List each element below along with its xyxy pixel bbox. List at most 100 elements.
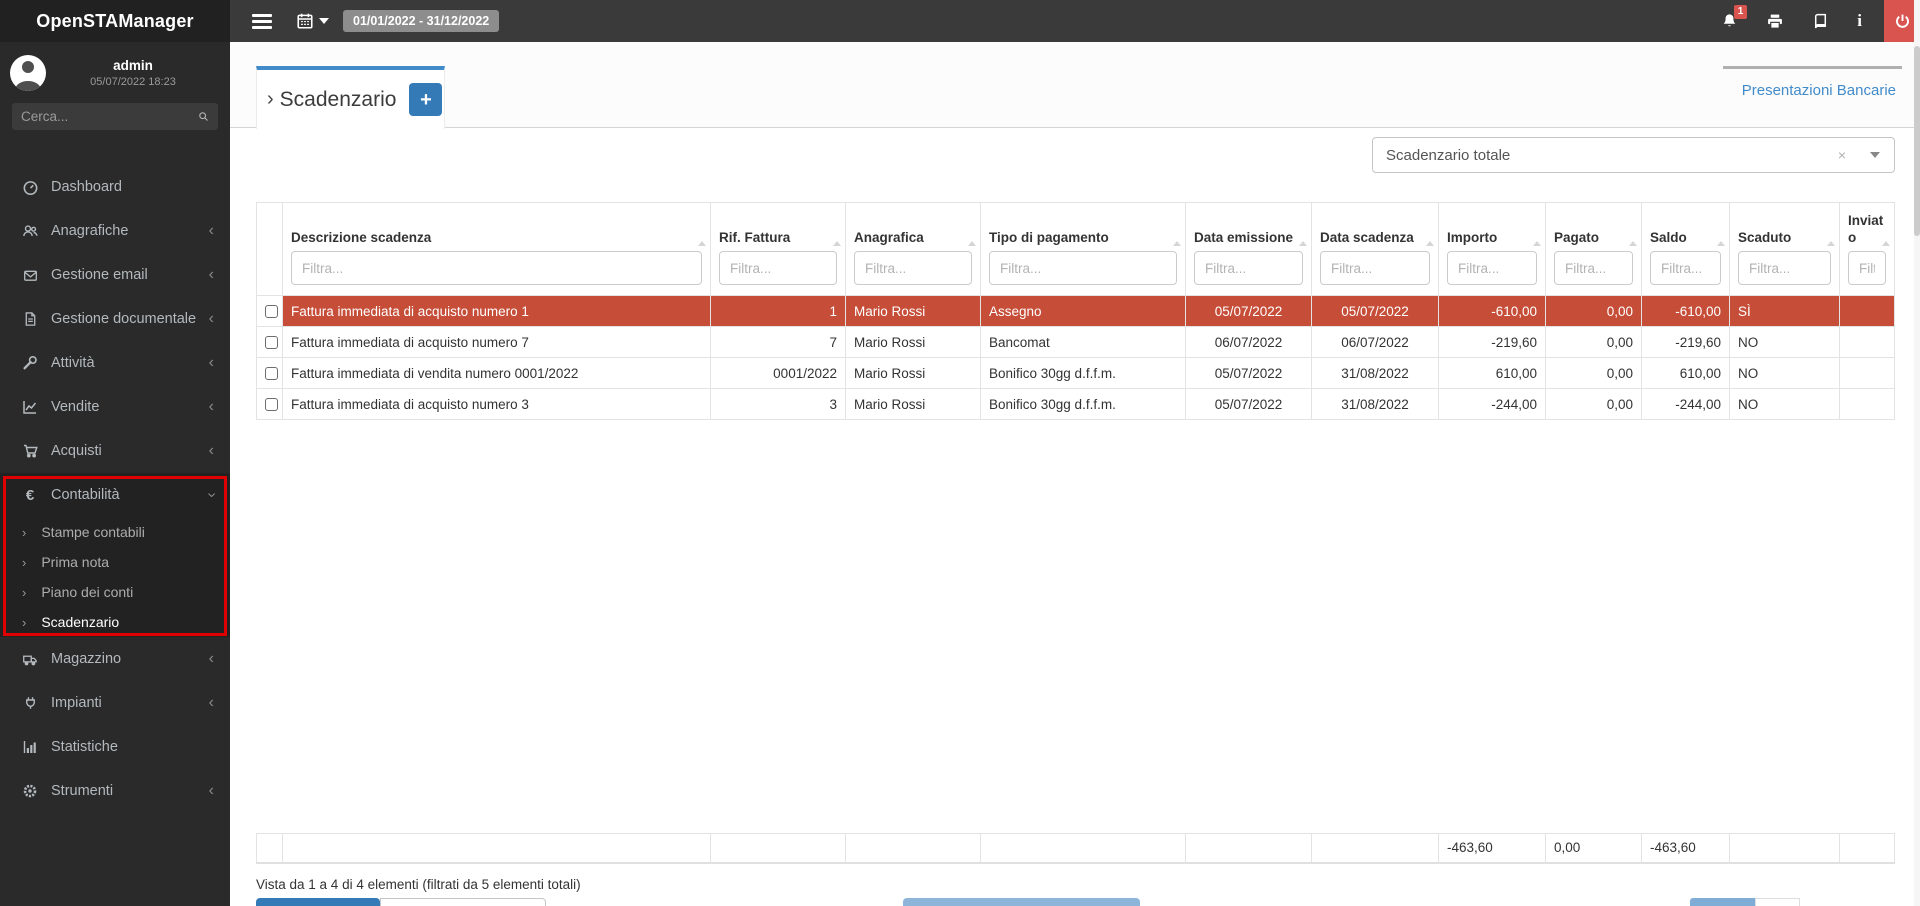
pagination-next-page[interactable] (1755, 898, 1800, 906)
sidebar-item-gestione-documentale[interactable]: Gestione documentale ‹ (0, 297, 230, 341)
sidebar-item-acquisti[interactable]: Acquisti ‹ (0, 429, 230, 473)
col-saldo[interactable]: Saldo (1641, 202, 1730, 296)
col-descrizione-scadenza[interactable]: Descrizione scadenza (282, 202, 711, 296)
sort-icon[interactable] (968, 241, 976, 246)
filter-input-pagato[interactable] (1554, 251, 1633, 285)
sort-icon[interactable] (1533, 241, 1541, 246)
col-rif-fattura[interactable]: Rif. Fattura (710, 202, 846, 296)
sidebar-nav: Dashboard Anagrafiche ‹ Gestione email ‹ (0, 165, 230, 813)
presentazioni-bancarie-link[interactable]: Presentazioni Bancarie (1741, 82, 1896, 99)
add-record-button[interactable]: + (409, 83, 443, 116)
col-inviato[interactable]: Inviato (1839, 202, 1895, 296)
row-checkbox[interactable] (265, 335, 278, 349)
manual-button[interactable] (1812, 13, 1829, 30)
sidebar-item-contabilita[interactable]: € Contabilità › (0, 473, 230, 517)
sidebar-item-anagrafiche[interactable]: Anagrafiche ‹ (0, 209, 230, 253)
sort-icon[interactable] (1827, 241, 1835, 246)
col-scaduto[interactable]: Scaduto (1729, 202, 1840, 296)
sort-icon[interactable] (1426, 241, 1434, 246)
scadenzario-filter-select[interactable]: Scadenzario totale × (1372, 137, 1895, 173)
chevron-left-icon: ‹ (208, 782, 214, 799)
scrollbar-thumb[interactable] (1914, 46, 1920, 236)
sidebar-subitem-label: Stampe contabili (41, 524, 145, 540)
filter-input-anagrafica[interactable] (854, 251, 972, 285)
row-checkbox[interactable] (265, 366, 278, 380)
filter-input-data-scadenza[interactable] (1320, 251, 1430, 285)
table-row[interactable]: Fattura immediata di vendita numero 0001… (256, 357, 1895, 389)
sidebar-item-dashboard[interactable]: Dashboard (0, 165, 230, 209)
tab-scadenzario[interactable]: › Scadenzario + (256, 66, 445, 129)
table-row[interactable]: Fattura immediata di acquisto numero 1 1… (256, 295, 1895, 327)
sort-icon[interactable] (1629, 241, 1637, 246)
period-picker-button[interactable] (296, 12, 329, 30)
sidebar-item-vendite[interactable]: Vendite ‹ (0, 385, 230, 429)
plug-icon (18, 695, 42, 711)
sidebar-item-statistiche[interactable]: Statistiche (0, 725, 230, 769)
clear-icon[interactable]: × (1837, 147, 1846, 163)
sidebar-item-label: Attività (51, 355, 95, 371)
sidebar-item-piano-dei-conti[interactable]: › Piano dei conti (0, 577, 230, 607)
sidebar-item-magazzino[interactable]: Magazzino ‹ (0, 637, 230, 681)
filter-input-tipo-pagamento[interactable] (989, 251, 1177, 285)
vertical-scrollbar[interactable] (1914, 0, 1920, 906)
sort-icon[interactable] (1717, 241, 1725, 246)
filter-input-descrizione[interactable] (291, 251, 702, 285)
chevron-right-icon: › (22, 524, 27, 540)
table-row[interactable]: Fattura immediata di acquisto numero 3 3… (256, 388, 1895, 420)
date-range-badge[interactable]: 01/01/2022 - 31/12/2022 (343, 10, 500, 32)
sidebar-item-gestione-email[interactable]: Gestione email ‹ (0, 253, 230, 297)
notification-count-badge: 1 (1733, 5, 1748, 19)
col-pagato[interactable]: Pagato (1545, 202, 1642, 296)
col-tipo-pagamento[interactable]: Tipo di pagamento (980, 202, 1186, 296)
col-importo[interactable]: Importo (1438, 202, 1546, 296)
filter-input-inviato[interactable] (1848, 251, 1886, 285)
notifications-button[interactable]: 1 (1721, 5, 1748, 30)
sort-icon[interactable] (1299, 241, 1307, 246)
chevron-right-icon: › (22, 554, 27, 570)
total-importo: -463,60 (1438, 833, 1546, 864)
menu-icon[interactable] (252, 13, 272, 29)
bulk-action-help-button[interactable] (380, 898, 546, 906)
info-button[interactable]: i (1857, 11, 1862, 31)
pagination-current-page[interactable] (1690, 898, 1755, 906)
sidebar-item-label: Contabilità (51, 487, 120, 503)
table-row[interactable]: Fattura immediata di acquisto numero 7 7… (256, 326, 1895, 358)
filter-input-saldo[interactable] (1650, 251, 1721, 285)
sidebar-item-strumenti[interactable]: Strumenti ‹ (0, 769, 230, 813)
chevron-down-icon (1870, 152, 1880, 158)
chevron-down-icon (319, 18, 329, 24)
row-checkbox[interactable] (265, 304, 278, 318)
bars-icon (18, 739, 42, 755)
col-data-scadenza[interactable]: Data scadenza (1311, 202, 1439, 296)
print-button[interactable] (1766, 13, 1784, 30)
sidebar-item-label: Gestione documentale (51, 311, 197, 327)
envelope-icon (18, 268, 42, 283)
sort-icon[interactable] (833, 241, 841, 246)
topbar-actions: 1 i (1721, 5, 1862, 31)
printer-icon (1768, 14, 1783, 29)
sidebar-item-stampe-contabili[interactable]: › Stampe contabili (0, 517, 230, 547)
sidebar-item-label: Impianti (51, 695, 102, 711)
bottom-action-button[interactable] (903, 898, 1140, 906)
sort-icon[interactable] (1882, 241, 1890, 246)
sidebar-item-scadenzario[interactable]: › Scadenzario (0, 607, 230, 637)
row-checkbox[interactable] (265, 397, 278, 411)
sidebar-item-impianti[interactable]: Impianti ‹ (0, 681, 230, 725)
sidebar-item-attivita[interactable]: Attività ‹ (0, 341, 230, 385)
filter-input-scaduto[interactable] (1738, 251, 1831, 285)
sort-icon[interactable] (698, 241, 706, 246)
tab-presentazioni-bancarie[interactable]: Presentazioni Bancarie (1723, 66, 1902, 128)
bulk-action-button[interactable] (256, 898, 380, 906)
sort-icon[interactable] (1173, 241, 1181, 246)
sidebar-item-label: Acquisti (51, 443, 102, 459)
col-data-emissione[interactable]: Data emissione (1185, 202, 1312, 296)
app-logo: OpenSTAManager (0, 0, 230, 42)
avatar[interactable] (10, 55, 46, 91)
col-anagrafica[interactable]: Anagrafica (845, 202, 981, 296)
truck-icon (18, 652, 42, 667)
sidebar-item-prima-nota[interactable]: › Prima nota (0, 547, 230, 577)
filter-input-data-emissione[interactable] (1194, 251, 1303, 285)
filter-input-importo[interactable] (1447, 251, 1537, 285)
filter-input-rif-fattura[interactable] (719, 251, 837, 285)
search-input[interactable] (21, 109, 198, 124)
